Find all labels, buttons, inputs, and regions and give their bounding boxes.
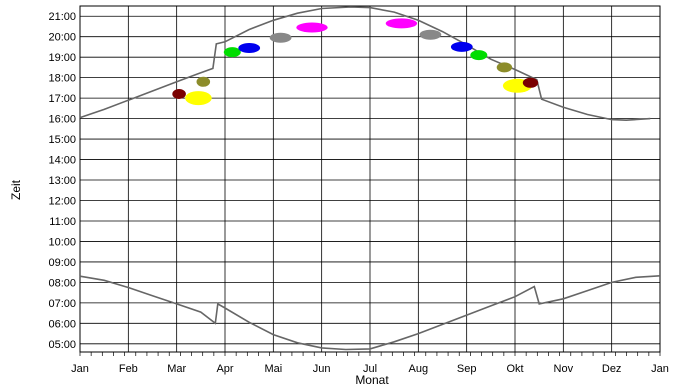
x-tick-labels: Jan Feb Mar Apr Mai Jun Jul Aug Sep Okt Nov Dez Jan [71,363,669,375]
y-tick-label: 19:00 [48,52,76,64]
x-tick-label: Nov [554,363,574,375]
series-layer [79,6,661,351]
grid [79,6,661,352]
y-tick-label: 05:00 [48,339,76,351]
y-tick-label: 10:00 [48,236,76,248]
data-marker [419,29,442,40]
y-tick-label: 11:00 [49,216,76,228]
y-tick-label: 12:00 [48,195,76,207]
data-marker [496,62,513,73]
y-tick-label: 08:00 [48,277,76,289]
sunrise-line [79,275,661,351]
x-tick-label: Okt [506,363,523,375]
data-marker [385,18,418,29]
sunset-line [79,6,651,122]
data-marker [223,47,241,58]
y-tick-label: 17:00 [48,93,76,105]
x-tick-label: Dez [602,363,622,375]
y-tick-label: 21:00 [48,11,76,23]
x-tick-label: Jun [313,363,331,375]
x-tick-label: Jan [71,363,89,375]
x-tick-label: Jul [363,363,377,375]
y-axis-label: Zeit [9,179,23,200]
y-tick-label: 07:00 [48,298,76,310]
x-tick-label: Apr [216,363,233,375]
y-tick-label: 13:00 [48,175,76,187]
data-marker [269,32,292,43]
data-marker [470,50,488,61]
data-marker [196,76,211,87]
data-marker [172,89,186,99]
marker-layer [172,18,539,106]
data-marker [296,22,328,33]
x-tick-label: Sep [457,363,477,375]
x-tick-label: Aug [409,363,429,375]
y-tick-label: 16:00 [48,114,76,126]
data-marker [450,41,473,52]
x-tick-label: Feb [119,363,138,375]
x-axis-label: Monat [355,373,389,387]
data-marker [185,91,212,106]
y-tick-label: 18:00 [48,73,76,85]
data-marker [238,43,261,53]
y-tick-label: 15:00 [48,134,76,146]
x-tick-label: Mar [167,363,186,375]
y-tick-label: 14:00 [48,155,76,167]
y-tick-labels: 05:00 06:00 07:00 08:00 09:00 10:00 11:00 12:00… [48,11,76,351]
y-tick-label: 09:00 [48,257,76,269]
x-tick-label: Mai [264,363,282,375]
data-marker [522,77,539,88]
y-tick-label: 06:00 [48,318,76,330]
y-tick-label: 20:00 [48,32,76,44]
x-tick-label: Jan [651,363,669,375]
minor-ticks [79,352,661,356]
